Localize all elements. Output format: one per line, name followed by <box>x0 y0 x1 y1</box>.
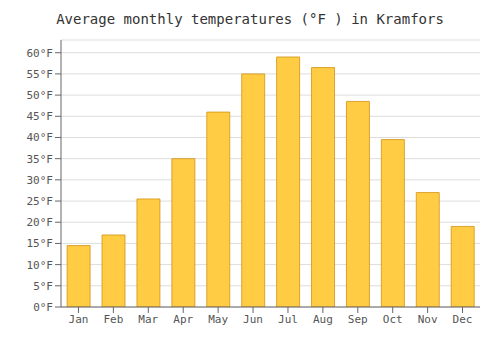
html-text:Average monthly temperatures (: Average monthly temperatures (°F ) in Kr… <box>56 11 444 27</box>
svg-text:30°F: 30°F <box>27 174 54 187</box>
svg-text:0°F: 0°F <box>33 301 53 314</box>
svg-text:Jun: Jun <box>243 313 263 326</box>
svg-text:55°F: 55°F <box>27 68 54 81</box>
svg-text:10°F: 10°F <box>27 259 54 272</box>
svg-text:Nov: Nov <box>418 313 438 326</box>
svg-text:Apr: Apr <box>173 313 193 326</box>
svg-text:Feb: Feb <box>103 313 123 326</box>
svg-text:45°F: 45°F <box>27 110 54 123</box>
svg-text:50°F: 50°F <box>27 89 54 102</box>
svg-text:60°F: 60°F <box>27 47 54 60</box>
svg-text:Dec: Dec <box>453 313 473 326</box>
svg-text:Sep: Sep <box>348 313 368 326</box>
svg-text:Mar: Mar <box>138 313 158 326</box>
svg-text:Oct: Oct <box>383 313 403 326</box>
svg-text:35°F: 35°F <box>27 153 54 166</box>
svg-text:Jan: Jan <box>69 313 89 326</box>
svg-text:20°F: 20°F <box>27 216 54 229</box>
svg-text:40°F: 40°F <box>27 131 54 144</box>
svg-text:15°F: 15°F <box>27 237 54 250</box>
svg-text:25°F: 25°F <box>27 195 54 208</box>
svg-text:May: May <box>208 313 228 326</box>
svg-text:5°F: 5°F <box>33 280 53 293</box>
svg-text:Aug: Aug <box>313 313 333 326</box>
svg-text:Jul: Jul <box>278 313 298 326</box>
